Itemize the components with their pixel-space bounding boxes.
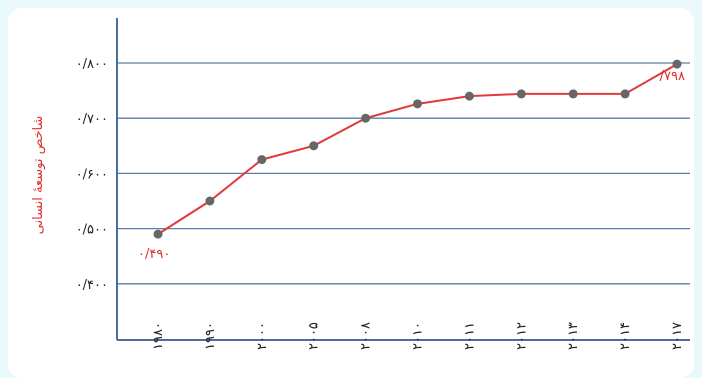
data-point [620,89,630,99]
x-tick-label: ۲۰۰۰ [255,322,270,350]
data-point [568,89,578,99]
data-point [205,196,215,206]
x-tick-label: ۲۰۱۳ [566,322,581,350]
data-point [413,99,422,109]
grid-lines [117,62,690,285]
x-tick-label: ۱۹۸۰ [151,322,166,350]
series-polyline [157,63,678,235]
x-tick-label: ۱۹۹۰ [203,322,218,350]
data-point [153,229,163,239]
data-point [361,113,371,123]
x-tick-label: ۲۰۰۵ [307,322,322,350]
x-tick-label: ۲۰۱۷ [670,322,685,350]
data-labels: ۰/۴۹۰ ۰/۷۹۸ [138,69,685,262]
x-tick-label: ۲۰۱۱ [462,322,477,350]
data-point [516,89,526,99]
data-point [672,59,682,69]
data-markers [153,59,682,239]
x-tick-label: ۲۰۱۰ [411,322,426,350]
chart-panel: ۰/۴۰۰ ۰/۵۰۰ ۰/۶۰۰ ۰/۷۰۰ ۰/۸۰۰ ۱۹۸۰ ۱۹۹۰ ۲۰۰۰ ۲۰… [8,8,694,378]
x-tick-label: ۲۰۰۸ [359,322,374,350]
y-tick-label: ۰/۸۰۰ [76,57,108,72]
data-point [464,91,474,101]
x-tick-labels: ۱۹۸۰ ۱۹۹۰ ۲۰۰۰ ۲۰۰۵ ۲۰۰۸ ۲۰۱۰ ۲۰۱۱ ۲۰۱۲ ۲۰۱۳ ۲۰۱۴… [151,322,685,350]
x-tick-label: ۲۰۱۴ [618,322,633,350]
axes [116,18,690,341]
line-chart: ۰/۴۰۰ ۰/۵۰۰ ۰/۶۰۰ ۰/۷۰۰ ۰/۸۰۰ ۱۹۸۰ ۱۹۹۰ ۲۰۰۰ ۲۰… [31,18,690,350]
y-tick-label: ۰/۵۰۰ [76,223,108,238]
series-line [157,63,678,235]
data-point [257,155,267,165]
chart-card [8,8,694,378]
y-tick-label: ۰/۶۰۰ [76,167,108,182]
y-tick-label: ۰/۷۰۰ [76,112,108,127]
y-axis-label: شاخص توسعهٔ انسانی [31,116,46,235]
data-label: ۰/۷۹۸ [653,69,685,84]
data-label: ۰/۴۹۰ [138,247,170,262]
x-tick-label: ۲۰۱۲ [514,322,529,350]
y-tick-label: ۰/۴۰۰ [76,278,108,293]
data-point [309,141,319,151]
y-tick-labels: ۰/۴۰۰ ۰/۵۰۰ ۰/۶۰۰ ۰/۷۰۰ ۰/۸۰۰ [76,57,108,293]
